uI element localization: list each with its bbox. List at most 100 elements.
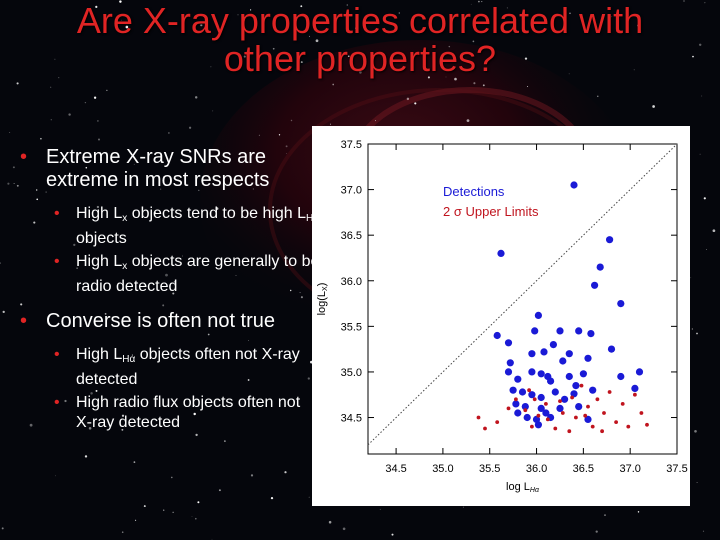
star bbox=[80, 176, 82, 178]
upper-limit-point bbox=[567, 429, 572, 434]
y-tick-label: 37.0 bbox=[341, 185, 362, 197]
star bbox=[191, 516, 193, 517]
x-tick-label: 36.0 bbox=[526, 463, 547, 475]
x-tick-label: 37.5 bbox=[666, 463, 687, 475]
detection-point bbox=[514, 409, 522, 417]
subbullet-marker: • bbox=[54, 205, 60, 222]
star bbox=[36, 189, 38, 191]
upper-limit-point bbox=[536, 413, 541, 418]
detection-point bbox=[579, 370, 587, 378]
star bbox=[309, 35, 311, 37]
star bbox=[258, 134, 260, 136]
upper-limit-point bbox=[495, 420, 500, 424]
star bbox=[153, 211, 156, 214]
star bbox=[104, 313, 107, 315]
detection-point bbox=[565, 372, 573, 381]
star bbox=[54, 58, 56, 60]
star bbox=[355, 27, 357, 29]
star bbox=[210, 66, 212, 68]
star bbox=[170, 476, 173, 479]
detection-point bbox=[556, 404, 564, 412]
star bbox=[633, 69, 635, 71]
bullet-text: Extreme X-ray SNRs are extreme in most r… bbox=[46, 146, 270, 191]
star bbox=[704, 2, 706, 4]
star bbox=[315, 39, 319, 43]
star bbox=[121, 531, 124, 533]
star bbox=[88, 427, 92, 430]
star bbox=[346, 4, 348, 6]
detection-point bbox=[518, 388, 527, 396]
upper-limit-point bbox=[633, 392, 637, 397]
star bbox=[50, 86, 52, 88]
detection-point bbox=[531, 327, 539, 335]
detection-point bbox=[607, 345, 616, 353]
detection-point bbox=[534, 421, 542, 429]
detection-point bbox=[631, 384, 639, 392]
star bbox=[568, 73, 570, 75]
detection-point bbox=[504, 339, 513, 347]
star bbox=[445, 53, 447, 55]
star bbox=[1, 527, 4, 530]
star bbox=[194, 96, 198, 99]
upper-limit-point bbox=[530, 424, 534, 429]
bullet-text: Converse is often not true bbox=[46, 310, 276, 332]
star bbox=[307, 377, 310, 380]
detection-point bbox=[591, 281, 599, 289]
star bbox=[379, 508, 381, 510]
star bbox=[178, 260, 179, 262]
y-tick-label: 36.5 bbox=[341, 230, 362, 242]
x-tick-label: 37.0 bbox=[619, 463, 640, 475]
star bbox=[300, 296, 303, 299]
star bbox=[16, 82, 19, 85]
star bbox=[694, 429, 697, 433]
star bbox=[172, 511, 174, 513]
star bbox=[637, 511, 640, 513]
star bbox=[143, 505, 146, 508]
detection-point bbox=[565, 350, 573, 358]
star bbox=[506, 7, 508, 9]
upper-limit-point bbox=[574, 415, 578, 420]
detection-point bbox=[549, 341, 557, 349]
star bbox=[135, 519, 137, 521]
star bbox=[36, 198, 39, 201]
detection-point bbox=[493, 331, 501, 340]
star bbox=[207, 333, 210, 336]
star bbox=[84, 101, 87, 104]
star bbox=[300, 5, 303, 8]
star bbox=[332, 83, 335, 86]
star bbox=[698, 43, 702, 47]
star bbox=[125, 25, 129, 29]
subbullet-marker: • bbox=[54, 394, 60, 411]
star bbox=[121, 414, 125, 417]
detection-point bbox=[547, 377, 555, 385]
star bbox=[163, 509, 165, 511]
star bbox=[706, 249, 707, 250]
y-tick-label: 35.5 bbox=[341, 321, 362, 333]
star bbox=[290, 119, 293, 122]
star bbox=[143, 284, 145, 286]
star bbox=[73, 243, 76, 247]
star bbox=[597, 95, 599, 97]
detection-point bbox=[584, 415, 592, 423]
upper-limit-point bbox=[506, 406, 511, 411]
star bbox=[462, 506, 464, 508]
star bbox=[212, 110, 214, 112]
detection-point bbox=[556, 327, 564, 335]
star bbox=[2, 310, 5, 314]
star bbox=[45, 191, 47, 193]
detection-point bbox=[575, 403, 583, 411]
star bbox=[0, 262, 1, 264]
detection-point bbox=[559, 357, 567, 365]
star bbox=[284, 471, 287, 474]
star bbox=[218, 489, 221, 492]
upper-limit-point bbox=[579, 383, 584, 388]
star bbox=[7, 182, 10, 185]
star bbox=[243, 55, 246, 58]
upper-limit-point bbox=[595, 397, 600, 402]
legend-entry: 2 σ Upper Limits bbox=[443, 204, 539, 219]
star bbox=[690, 277, 692, 279]
star bbox=[569, 12, 571, 15]
detection-point bbox=[561, 395, 569, 403]
upper-limit-point bbox=[553, 426, 558, 431]
star bbox=[58, 77, 60, 79]
